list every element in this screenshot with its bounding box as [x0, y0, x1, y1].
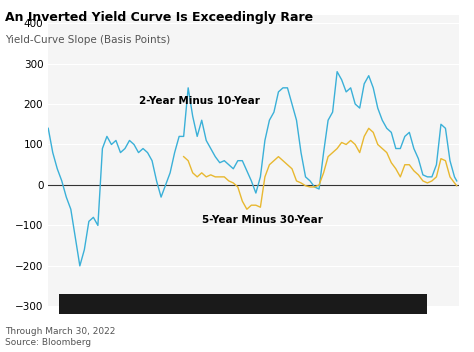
Text: Through March 30, 2022: Through March 30, 2022 [5, 327, 115, 337]
Text: 2-Year Minus 10-Year: 2-Year Minus 10-Year [138, 96, 259, 106]
Text: 5-Year Minus 30-Year: 5-Year Minus 30-Year [202, 215, 323, 225]
Text: Yield-Curve Slope (Basis Points): Yield-Curve Slope (Basis Points) [5, 35, 170, 45]
Text: An Inverted Yield Curve Is Exceedingly Rare: An Inverted Yield Curve Is Exceedingly R… [5, 11, 313, 24]
Text: Source: Bloomberg: Source: Bloomberg [5, 338, 91, 347]
